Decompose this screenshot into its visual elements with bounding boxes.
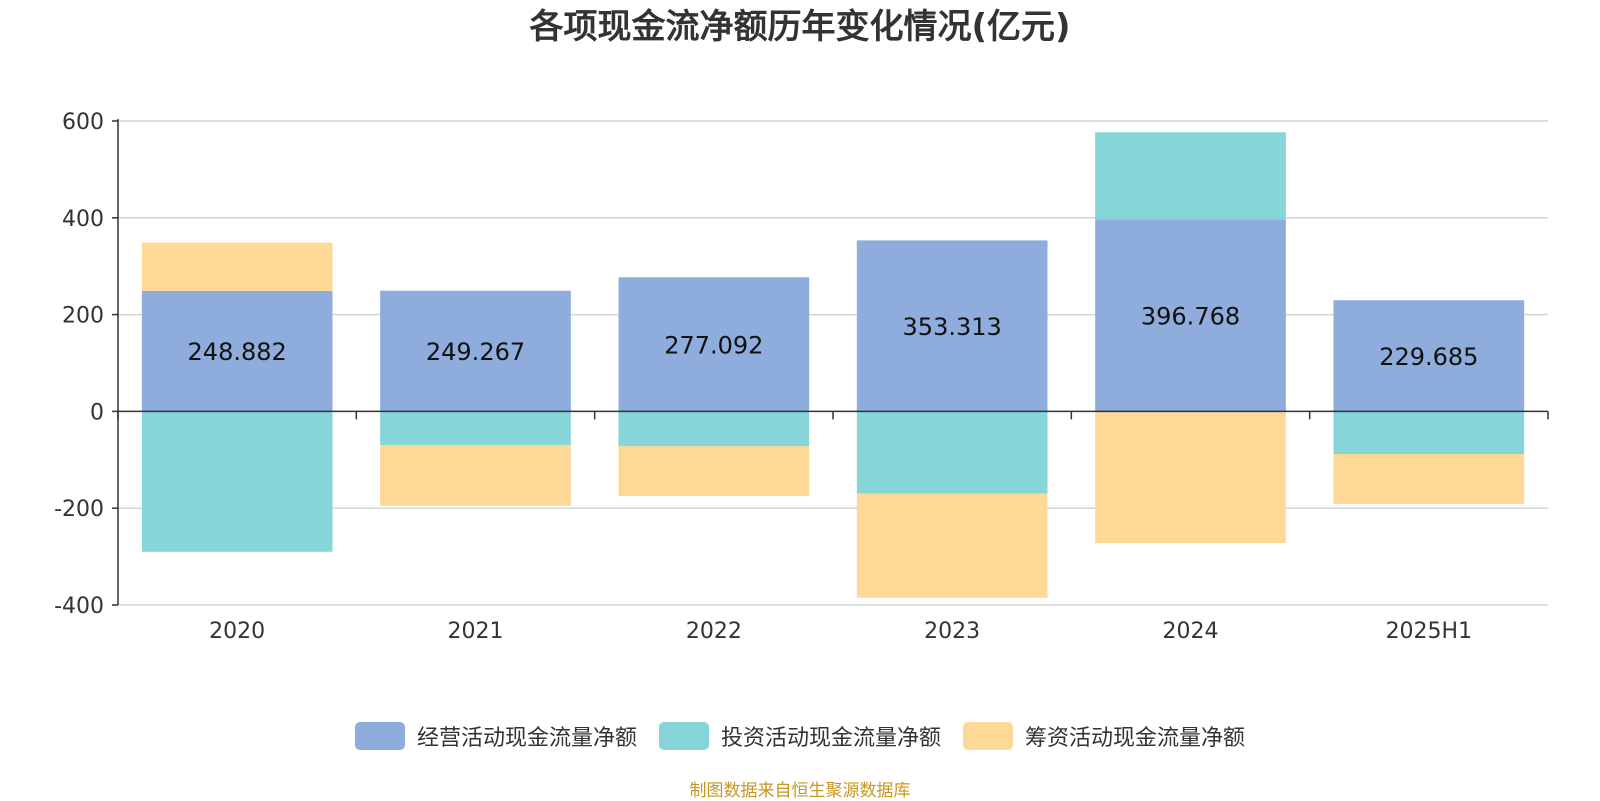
bar-segment	[618, 446, 810, 497]
bar-segment	[618, 277, 810, 412]
bar-segment	[141, 242, 333, 291]
y-tick-label: 0	[90, 400, 104, 425]
bar-segment	[1333, 300, 1525, 412]
bar-segment	[141, 290, 333, 412]
bar-segment	[1095, 219, 1286, 412]
grid-lines	[118, 120, 1548, 606]
bar-segment	[856, 493, 1048, 598]
y-tick-label: -200	[54, 497, 104, 522]
axes: 600 400 200 0 -200 -400 2020 2021 2022 2023 2024 20…	[54, 110, 1549, 644]
x-tick-label: 2024	[1163, 619, 1219, 644]
x-tick-label: 2020	[209, 619, 265, 644]
bar-segment	[618, 411, 810, 447]
legend-item[interactable]: 投资活动现金流量净额	[658, 720, 941, 752]
data-label: 248.882	[188, 338, 287, 366]
bar-segment	[1333, 411, 1525, 454]
legend-label: 经营活动现金流量净额	[416, 726, 637, 751]
x-tick-label: 2023	[924, 619, 980, 644]
legend-swatch	[354, 722, 405, 750]
bar-segment	[1333, 453, 1525, 504]
x-tick-label: 2022	[686, 619, 742, 644]
bar-segment	[856, 411, 1048, 494]
y-tick-label: -400	[54, 594, 104, 619]
data-label: 353.313	[903, 313, 1002, 341]
bar-segment	[1095, 132, 1286, 220]
legend-swatch	[963, 722, 1013, 750]
x-tick-label: 2021	[448, 619, 504, 644]
bar-segment	[856, 240, 1048, 412]
data-label: 229.685	[1379, 343, 1478, 371]
bar-series	[141, 132, 1525, 598]
bar-segment	[380, 290, 571, 412]
chart-plot: 600 400 200 0 -200 -400 2020 2021 2022 2023 2024 20…	[54, 110, 1549, 644]
data-labels: 248.882 249.267 277.092 353.313 396.768 229.6…	[188, 302, 1479, 370]
bar-segment	[380, 411, 571, 446]
bar-segment	[1095, 411, 1286, 544]
data-label: 277.092	[664, 331, 763, 359]
legend-item[interactable]: 经营活动现金流量净额	[354, 720, 637, 752]
legend-label: 投资活动现金流量净额	[720, 726, 941, 751]
y-tick-label: 600	[62, 110, 104, 135]
y-tick-label: 400	[62, 207, 104, 232]
legend-swatch	[658, 722, 709, 750]
data-label: 249.267	[426, 338, 525, 366]
bar-segment	[141, 411, 333, 552]
data-label: 396.768	[1141, 302, 1240, 330]
source-note: 制图数据来自恒生聚源数据库	[689, 781, 911, 801]
legend: 经营活动现金流量净额 投资活动现金流量净额 筹资活动现金流量净额	[0, 720, 1600, 752]
chart-title: 各项现金流净额历年变化情况(亿元)	[529, 7, 1071, 47]
legend-label: 筹资活动现金流量净额	[1025, 726, 1246, 751]
x-tick-label: 2025H1	[1386, 619, 1473, 644]
y-tick-label: 200	[62, 304, 104, 329]
legend-item[interactable]: 筹资活动现金流量净额	[963, 720, 1245, 752]
bar-segment	[380, 445, 571, 506]
